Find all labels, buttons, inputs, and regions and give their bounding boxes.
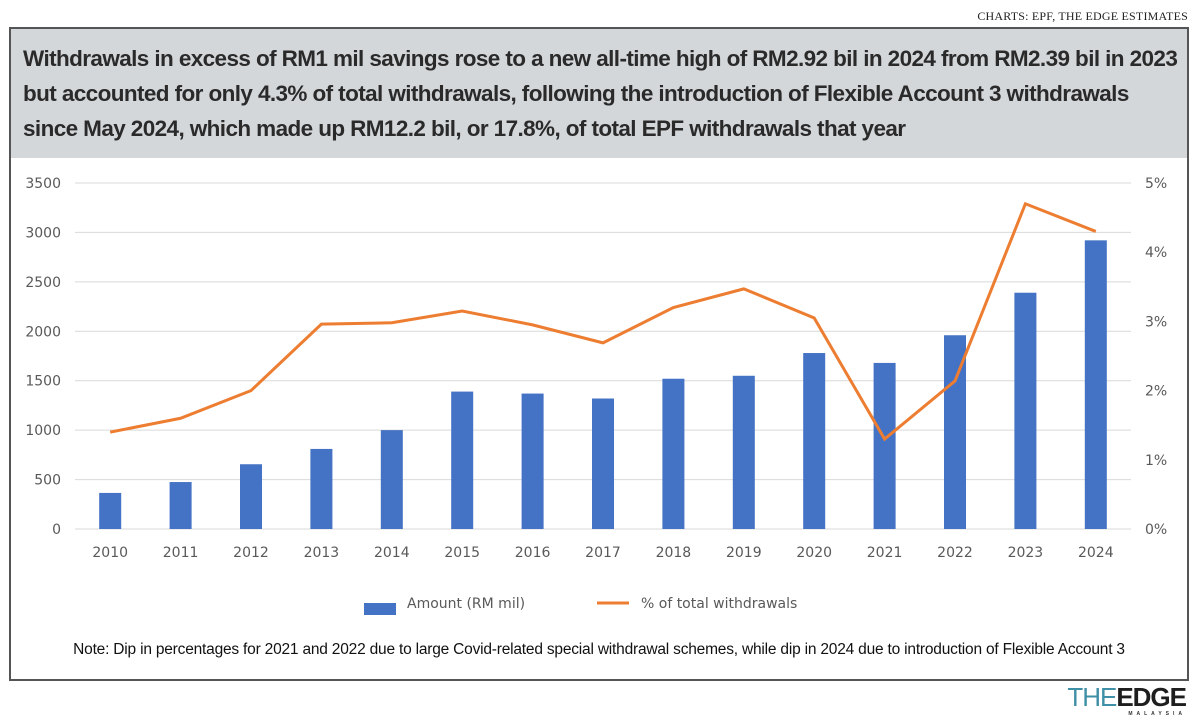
bar-2018 <box>662 378 685 529</box>
x-tick-label: 2010 <box>92 545 128 561</box>
bar-2011 <box>169 482 192 529</box>
x-tick-label: 2013 <box>304 545 340 561</box>
y2-tick-label: 4% <box>1145 245 1167 261</box>
the-edge-logo: THEEDGE MALAYSIA <box>1067 682 1187 717</box>
chart-frame: Withdrawals in excess of RM1 mil savings… <box>9 27 1189 681</box>
x-tick-label: 2016 <box>515 545 551 561</box>
chart-header: Withdrawals in excess of RM1 mil savings… <box>11 29 1187 158</box>
chart-source: CHARTS: EPF, THE EDGE ESTIMATES <box>977 9 1188 23</box>
y2-tick-label: 0% <box>1145 522 1167 538</box>
legend: Amount (RM mil) % of total withdrawals <box>364 596 797 615</box>
bar-2016 <box>521 393 544 529</box>
x-tick-label: 2024 <box>1078 545 1114 561</box>
x-tick-label: 2014 <box>374 545 410 561</box>
x-tick-label: 2011 <box>163 545 199 561</box>
bar-2019 <box>732 375 755 529</box>
y2-tick-label: 2% <box>1145 384 1167 400</box>
x-tick-label: 2020 <box>796 545 832 561</box>
x-tick-label: 2023 <box>1008 545 1044 561</box>
bar-2015 <box>451 391 474 529</box>
chart-note: Note: Dip in percentages for 2021 and 20… <box>73 641 1125 658</box>
y-tick-label: 0 <box>52 522 61 538</box>
y2-tick-label: 5% <box>1145 176 1167 192</box>
legend-swatch-amount <box>364 603 396 615</box>
right-axis-ticks: 0% 1% 2% 3% 4% 5% <box>1145 176 1167 538</box>
legend-label-percent: % of total withdrawals <box>641 596 797 612</box>
bar-2013 <box>310 448 333 529</box>
x-tick-label: 2015 <box>444 545 480 561</box>
bar-2012 <box>240 464 262 529</box>
y-tick-label: 2500 <box>25 275 61 291</box>
bar-2020 <box>803 353 826 529</box>
x-tick-label: 2018 <box>656 545 692 561</box>
x-tick-label: 2022 <box>937 545 973 561</box>
x-tick-label: 2021 <box>867 545 903 561</box>
bar-2017 <box>592 398 614 529</box>
y-tick-label: 1000 <box>25 423 61 439</box>
y2-tick-label: 3% <box>1145 314 1167 330</box>
bar-2010 <box>99 492 122 529</box>
x-tick-label: 2012 <box>233 545 269 561</box>
legend-label-amount: Amount (RM mil) <box>407 596 525 612</box>
y-tick-label: 3000 <box>25 225 61 241</box>
x-axis-ticks: 2010 2011 2012 2013 2014 2015 2016 2017 2018 2019… <box>92 545 1113 561</box>
y-tick-label: 500 <box>34 473 61 489</box>
logo-sub: MALAYSIA <box>1128 711 1186 717</box>
x-tick-label: 2019 <box>726 545 762 561</box>
combo-chart: 0 500 1000 1500 2000 2500 3000 3500 0% 1% 2% 3% 4% 5… <box>25 176 1167 615</box>
left-axis-ticks: 0 500 1000 1500 2000 2500 3000 3500 <box>25 176 61 538</box>
y-tick-label: 3500 <box>25 176 61 192</box>
bar-2021 <box>873 362 896 529</box>
bar-2024 <box>1084 240 1107 529</box>
x-tick-label: 2017 <box>585 545 621 561</box>
logo-edge: EDGE <box>1116 682 1187 712</box>
bar-2023 <box>1014 292 1037 529</box>
logo-the: THE <box>1067 682 1117 712</box>
bar-series <box>99 240 1107 529</box>
chart-title: Withdrawals in excess of RM1 mil savings… <box>23 46 1178 141</box>
y-tick-label: 2000 <box>25 324 61 340</box>
y-tick-label: 1500 <box>25 374 61 390</box>
y2-tick-label: 1% <box>1145 453 1167 469</box>
line-series <box>109 201 1097 442</box>
bar-2014 <box>380 430 403 529</box>
